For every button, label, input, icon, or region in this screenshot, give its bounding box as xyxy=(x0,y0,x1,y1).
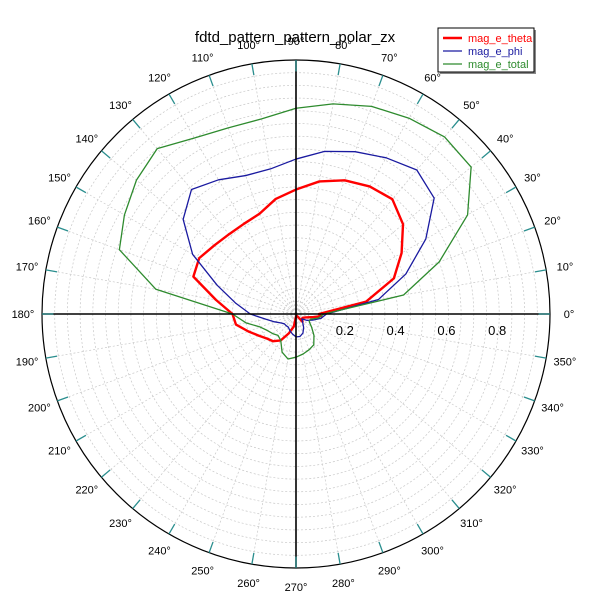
angle-tick xyxy=(251,63,255,76)
angle-tick xyxy=(534,269,547,273)
radial-labels: 0.2 0.4 0.6 0.8 xyxy=(336,323,506,338)
angle-tick-label: 100° xyxy=(237,40,260,52)
angle-tick xyxy=(208,541,214,553)
chart-title: fdtd_pattern_pattern_polar_zx xyxy=(195,29,396,46)
angle-tick-label: 320° xyxy=(494,485,517,497)
angle-tick-label: 140° xyxy=(75,133,98,145)
angle-tick xyxy=(505,434,517,442)
radial-tick-label: 0.6 xyxy=(437,323,455,338)
angle-tick-label: 240° xyxy=(148,545,171,557)
angle-tick-label: 350° xyxy=(554,356,577,368)
angle-tick xyxy=(168,523,176,535)
radial-tick-label: 0.4 xyxy=(387,323,405,338)
angle-tick xyxy=(481,150,491,159)
legend-box xyxy=(437,27,535,73)
polar-axes xyxy=(41,59,551,569)
angle-tick-label: 300° xyxy=(421,545,444,557)
angle-tick-label: 310° xyxy=(460,518,483,530)
angle-tick xyxy=(378,541,384,553)
angle-tick xyxy=(57,226,69,232)
angle-tick-label: 200° xyxy=(28,402,51,414)
angle-tick xyxy=(208,75,214,87)
angle-tick xyxy=(416,93,424,105)
grid-spoke xyxy=(295,186,517,315)
angle-tick-label: 270° xyxy=(285,582,308,594)
angle-tick-label: 250° xyxy=(191,566,214,578)
angle-tick-label: 60° xyxy=(424,73,441,85)
angle-tick xyxy=(523,226,535,232)
angle-tick xyxy=(45,269,58,273)
angle-tick-label: 180° xyxy=(12,309,35,321)
angle-tick-label: 80° xyxy=(335,40,352,52)
angle-tick-label: 20° xyxy=(544,216,561,228)
angle-tick xyxy=(57,396,69,402)
radial-tick-label: 0.2 xyxy=(336,323,354,338)
angle-tick-label: 160° xyxy=(28,216,51,228)
angle-tick-label: 170° xyxy=(16,262,39,274)
angle-tick-label: 110° xyxy=(192,52,214,64)
angle-tick-label: 230° xyxy=(109,518,132,530)
angle-tick-label: 130° xyxy=(109,100,132,112)
angle-tick-label: 10° xyxy=(557,262,574,274)
radial-tick-label: 0.8 xyxy=(488,323,506,338)
angle-tick xyxy=(451,119,460,129)
angle-tick xyxy=(337,63,341,76)
angle-tick xyxy=(523,396,535,402)
angle-tick-label: 40° xyxy=(497,133,514,145)
angle-tick xyxy=(337,552,341,565)
angle-tick-label: 190° xyxy=(16,356,39,368)
angle-tick-label: 70° xyxy=(381,52,398,64)
angle-tick xyxy=(534,355,547,359)
angle-tick xyxy=(416,523,424,535)
angle-tick-label: 330° xyxy=(521,446,544,458)
legend-entry[interactable]: mag_e_theta xyxy=(468,33,533,45)
angle-tick-label: 120° xyxy=(148,73,171,85)
series-line-mag_e_theta xyxy=(192,179,405,343)
angle-tick xyxy=(101,469,111,478)
angle-tick xyxy=(75,434,87,442)
angle-tick xyxy=(132,499,141,509)
angle-tick-label: 290° xyxy=(378,566,401,578)
legend-entry[interactable]: mag_e_phi xyxy=(468,46,522,58)
angle-tick xyxy=(168,93,176,105)
angle-tick xyxy=(75,186,87,194)
angle-tick-label: 340° xyxy=(541,402,564,414)
angle-tick xyxy=(101,150,111,159)
angle-tick xyxy=(251,552,255,565)
grid-spoke xyxy=(295,313,460,509)
angle-tick xyxy=(505,186,517,194)
angle-tick-label: 50° xyxy=(463,100,480,112)
angle-tick xyxy=(451,499,460,509)
angle-tick-label: 90° xyxy=(288,36,305,48)
legend-entry[interactable]: mag_e_total xyxy=(468,59,529,71)
grid-spoke xyxy=(101,150,297,315)
angle-tick-label: 0° xyxy=(564,309,575,321)
angle-tick-label: 210° xyxy=(48,446,71,458)
angle-tick-label: 260° xyxy=(237,578,260,590)
angle-tick-label: 150° xyxy=(48,172,71,184)
angle-tick-label: 280° xyxy=(332,578,355,590)
angle-labels: 0° 10° 20° 30° 40° 50° 60° 70° 80° 90° 100° 110° 120… xyxy=(12,36,577,594)
angle-tick xyxy=(378,75,384,87)
angle-tick xyxy=(45,355,58,359)
angle-tick xyxy=(132,119,141,129)
angle-tick-label: 30° xyxy=(524,172,541,184)
angle-tick xyxy=(481,469,491,478)
angle-tick-label: 220° xyxy=(75,485,98,497)
